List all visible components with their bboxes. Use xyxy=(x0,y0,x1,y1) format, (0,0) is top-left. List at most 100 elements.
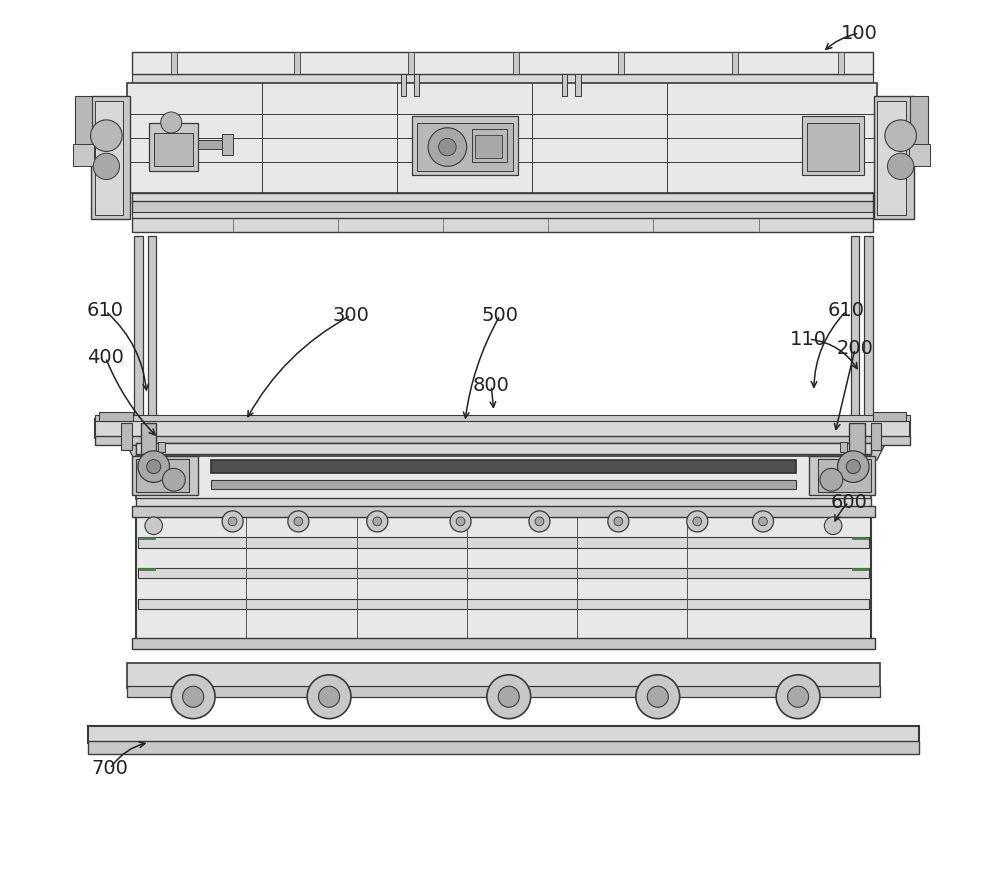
Bar xyxy=(127,83,877,193)
Bar xyxy=(414,74,419,96)
Circle shape xyxy=(759,517,767,526)
Bar xyxy=(412,116,518,175)
Bar xyxy=(809,456,875,495)
Bar xyxy=(198,140,224,149)
Text: 100: 100 xyxy=(841,24,878,42)
Bar xyxy=(132,74,873,83)
Text: 110: 110 xyxy=(790,329,827,349)
Text: 400: 400 xyxy=(87,348,124,367)
Bar xyxy=(909,144,930,166)
Bar xyxy=(472,128,507,162)
Text: 600: 600 xyxy=(830,493,867,512)
Bar xyxy=(127,686,880,696)
Text: 300: 300 xyxy=(333,306,369,325)
Bar xyxy=(95,415,910,420)
Circle shape xyxy=(439,138,456,156)
Circle shape xyxy=(846,459,860,473)
Circle shape xyxy=(222,511,243,532)
Circle shape xyxy=(450,511,471,532)
Bar xyxy=(132,193,873,204)
Bar xyxy=(138,537,869,548)
Bar xyxy=(95,436,910,445)
Bar xyxy=(136,456,871,499)
Circle shape xyxy=(147,459,161,473)
Bar xyxy=(211,481,796,489)
Circle shape xyxy=(183,686,204,707)
Bar xyxy=(88,742,919,754)
Polygon shape xyxy=(842,442,886,460)
Circle shape xyxy=(498,686,519,707)
Bar xyxy=(149,122,198,171)
Bar xyxy=(871,423,881,450)
Circle shape xyxy=(145,517,162,535)
Bar xyxy=(136,459,189,492)
Circle shape xyxy=(788,686,809,707)
Circle shape xyxy=(529,511,550,532)
Circle shape xyxy=(162,468,185,491)
Bar xyxy=(910,96,928,149)
Bar xyxy=(874,96,914,219)
Bar xyxy=(95,419,910,438)
Circle shape xyxy=(91,119,122,151)
Bar xyxy=(877,101,906,214)
Bar xyxy=(873,412,906,420)
Bar xyxy=(99,412,133,420)
Bar xyxy=(91,96,130,219)
Bar xyxy=(864,236,873,442)
Bar xyxy=(132,506,875,517)
Bar xyxy=(132,212,873,219)
Bar xyxy=(132,456,198,495)
Bar xyxy=(154,133,193,166)
Circle shape xyxy=(535,517,544,526)
Bar xyxy=(575,74,581,96)
Bar xyxy=(136,443,871,454)
Bar xyxy=(513,52,519,74)
Bar xyxy=(807,122,859,171)
Circle shape xyxy=(887,153,914,180)
Circle shape xyxy=(608,511,629,532)
Bar xyxy=(132,202,873,213)
Bar xyxy=(211,460,796,473)
Bar xyxy=(475,135,502,158)
Circle shape xyxy=(687,511,708,532)
Bar xyxy=(132,218,873,232)
Bar xyxy=(73,144,94,166)
Bar xyxy=(136,517,871,640)
Bar xyxy=(148,236,156,442)
Bar xyxy=(136,506,871,515)
Circle shape xyxy=(824,517,842,535)
Bar xyxy=(141,423,156,454)
Bar xyxy=(222,134,233,155)
Circle shape xyxy=(93,153,120,180)
Circle shape xyxy=(367,511,388,532)
Circle shape xyxy=(161,112,182,133)
Bar xyxy=(132,52,873,74)
Text: 800: 800 xyxy=(473,376,510,395)
Bar xyxy=(121,423,132,450)
Bar xyxy=(294,52,300,74)
Circle shape xyxy=(307,675,351,719)
Text: 200: 200 xyxy=(837,339,873,358)
Bar xyxy=(132,638,875,649)
Bar xyxy=(95,101,123,214)
Circle shape xyxy=(693,517,702,526)
Bar xyxy=(127,664,880,688)
Bar xyxy=(618,52,624,74)
Circle shape xyxy=(636,675,680,719)
Circle shape xyxy=(820,468,843,491)
Circle shape xyxy=(614,517,623,526)
Circle shape xyxy=(885,119,916,151)
Bar xyxy=(136,497,871,508)
Text: 500: 500 xyxy=(482,306,518,325)
Circle shape xyxy=(456,517,465,526)
Circle shape xyxy=(171,675,215,719)
Circle shape xyxy=(288,511,309,532)
Bar xyxy=(732,52,738,74)
Bar xyxy=(562,74,567,96)
Bar xyxy=(134,236,143,442)
Circle shape xyxy=(647,686,668,707)
Bar xyxy=(75,96,92,149)
Bar xyxy=(818,459,871,492)
Circle shape xyxy=(752,511,774,532)
Bar xyxy=(417,122,513,171)
